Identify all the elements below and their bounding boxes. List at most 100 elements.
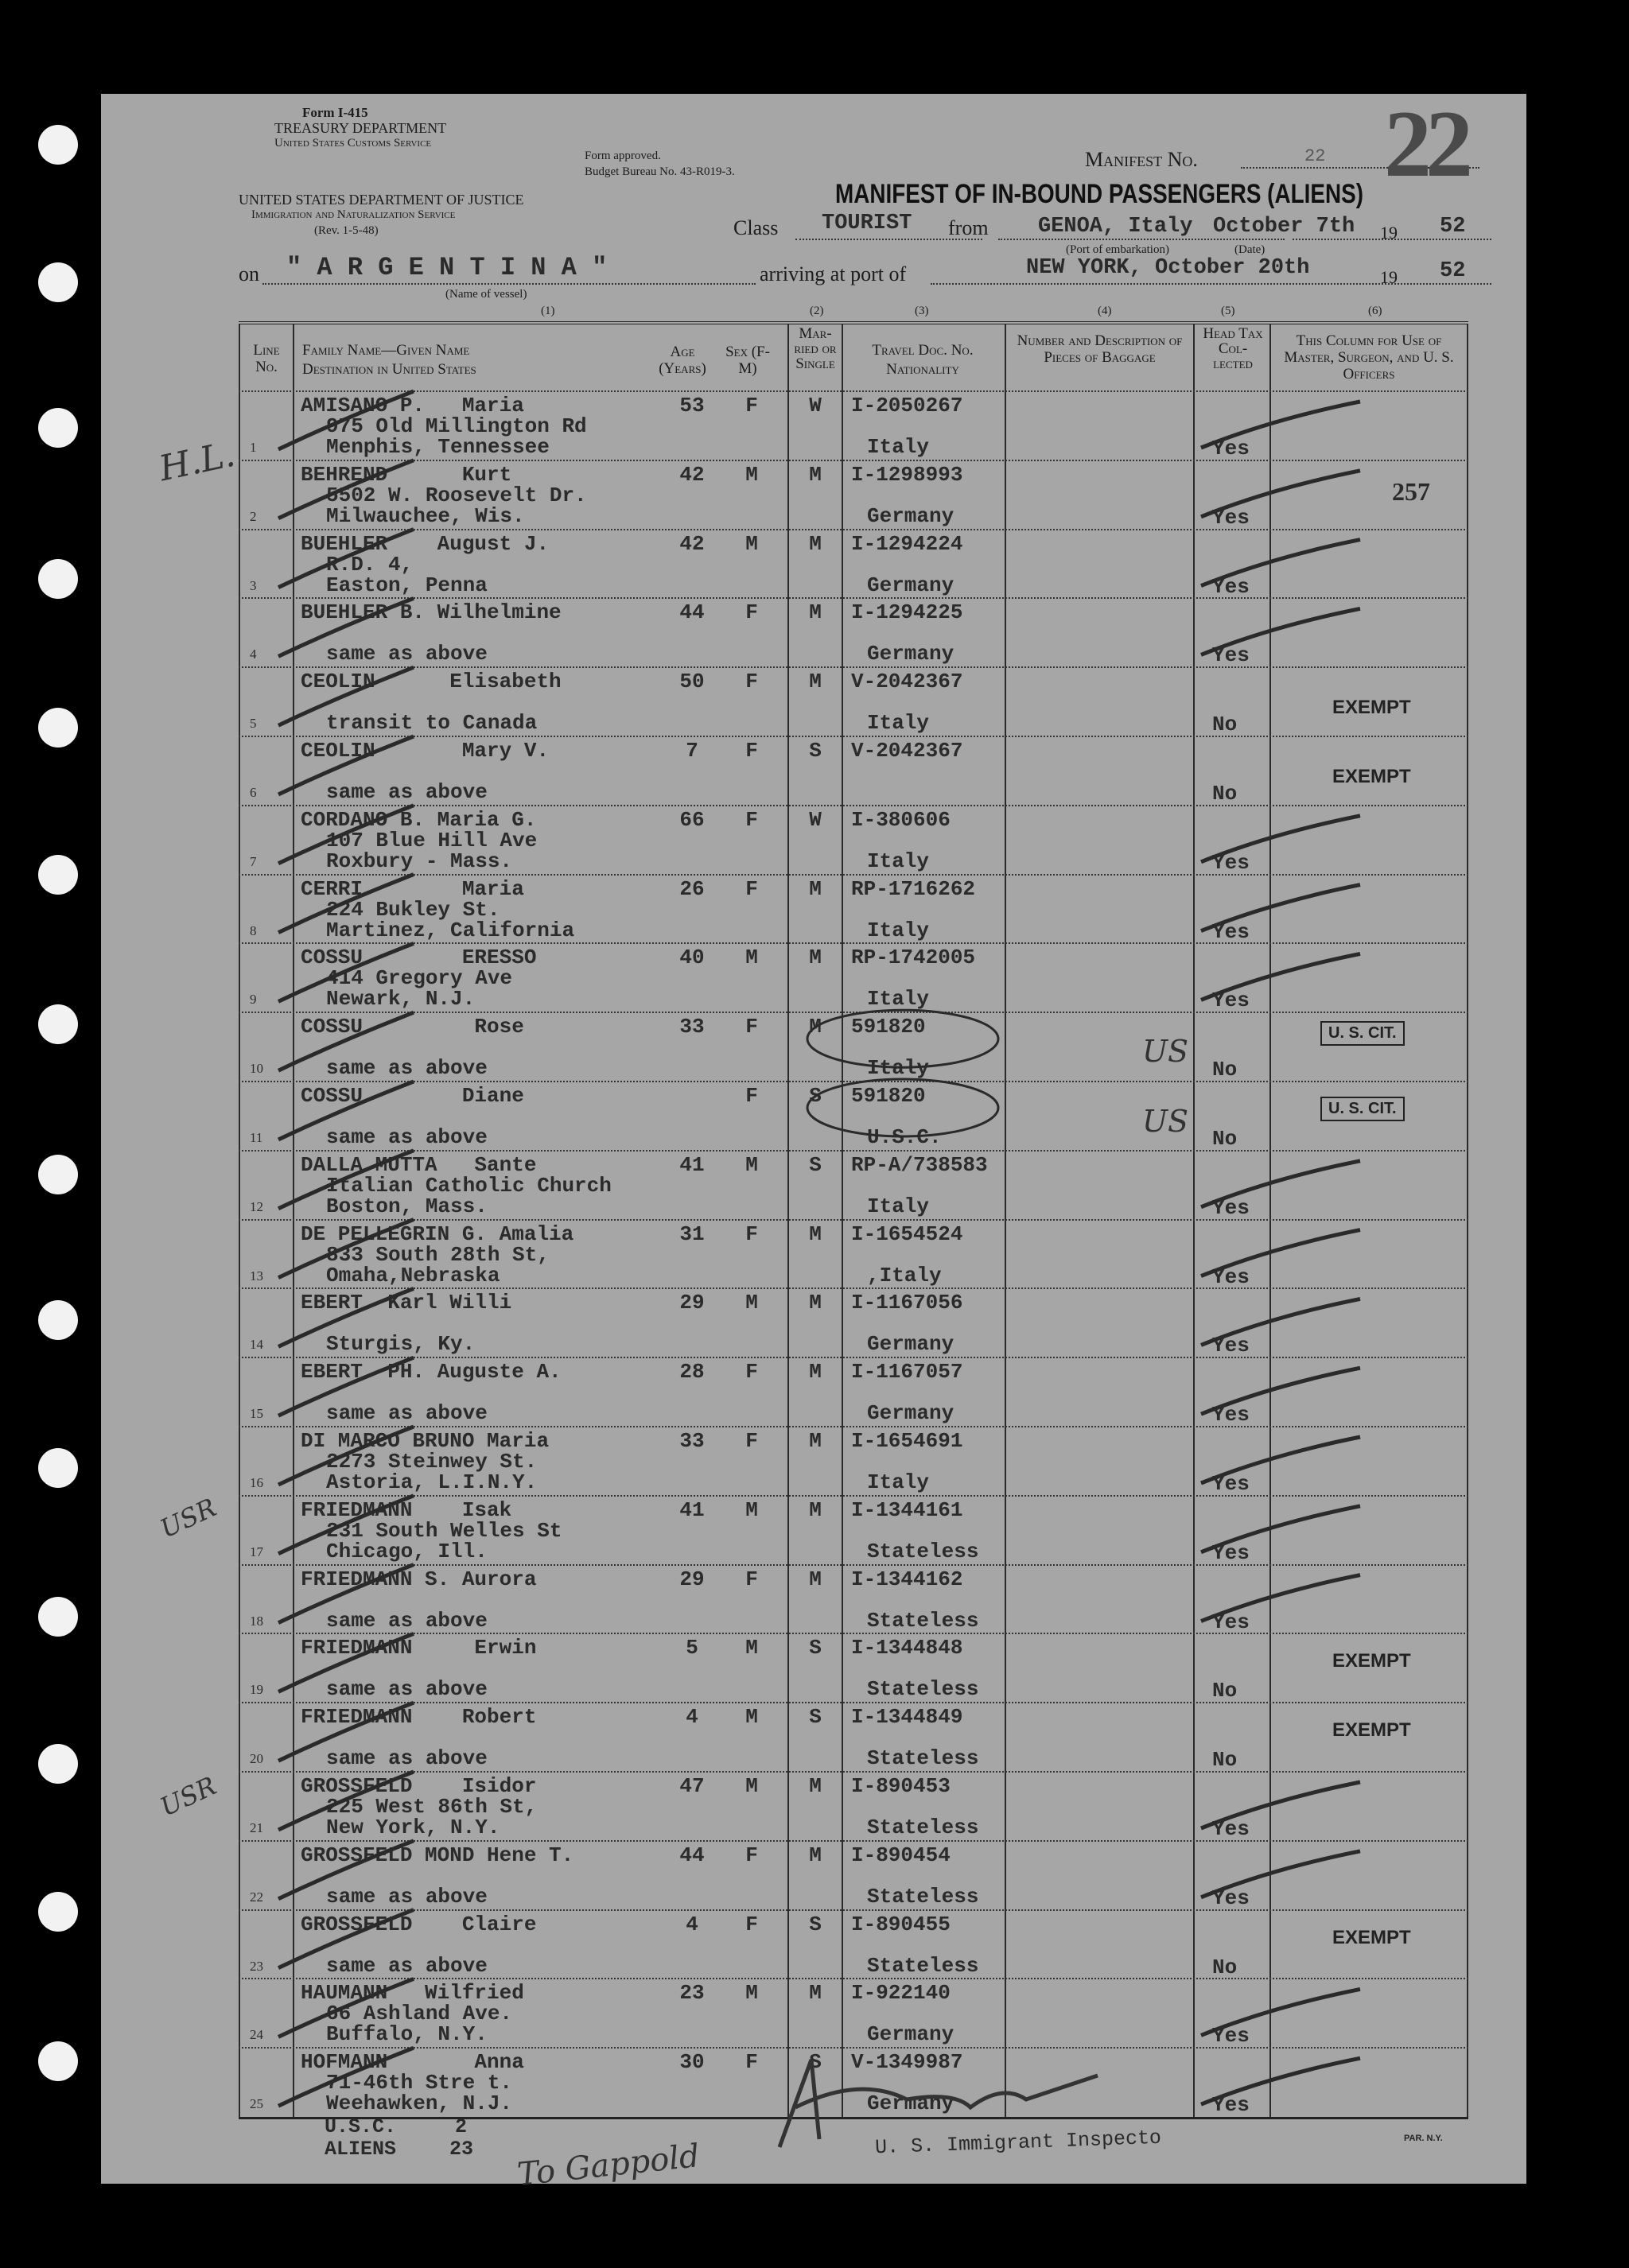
punch-hole [38, 1597, 78, 1637]
vessel-line [262, 283, 756, 285]
travel-document-number: I-1344161 [851, 1497, 963, 1522]
line-number: 2 [250, 508, 257, 524]
marital-status: M [809, 1981, 822, 2006]
sex: M [745, 531, 758, 556]
check-stroke [1200, 1365, 1361, 1416]
age: 41 [679, 1152, 705, 1177]
destination-city: Sturgis, Ky. [326, 1332, 476, 1357]
travel-document-number: I-1344848 [851, 1636, 963, 1660]
travel-document-number: I-1167056 [851, 1291, 963, 1315]
passenger-name: CORDANO B. Maria G. [301, 807, 537, 832]
passenger-row: 5 CEOLIN Elisabeth transit to Canada 50 F M V-… [239, 666, 1468, 737]
age: 7 [686, 739, 698, 763]
destination-address: 71-46th Stre t. [326, 2071, 513, 2095]
head-tax-collected: No [1212, 782, 1238, 806]
age: 44 [679, 1843, 705, 1867]
age: 53 [679, 394, 705, 417]
marital-status: S [809, 1152, 822, 1177]
check-stroke [277, 872, 414, 934]
travel-document-number: I-1167057 [851, 1360, 963, 1384]
destination-address: 224 Bukley St. [326, 897, 500, 922]
sex: F [745, 807, 758, 832]
age: 41 [679, 1497, 705, 1522]
destination-city: Chicago, Ill. [326, 1539, 488, 1563]
line-number: 20 [250, 1751, 263, 1767]
punch-hole [38, 1892, 78, 1932]
marital-status: M [809, 1429, 822, 1453]
nationality: Italy [867, 1194, 930, 1218]
marital-status: M [809, 670, 822, 694]
line-number: 8 [250, 922, 257, 938]
destination-city: same as above [326, 1608, 488, 1633]
marital-status: S [809, 1636, 822, 1660]
age: 29 [679, 1291, 705, 1315]
line-number: 9 [250, 992, 257, 1008]
destination-city: same as above [326, 1746, 488, 1771]
customs-service: United States Customs Service [274, 137, 432, 150]
marital-status: M [809, 600, 822, 625]
passenger-row: 7 CORDANO B. Maria G. 107 Blue Hill Ave Rox… [239, 804, 1468, 876]
marital-status: M [809, 1291, 822, 1315]
check-stroke [1200, 814, 1361, 864]
line-number: 14 [250, 1337, 263, 1353]
travel-document-number: I-890453 [851, 1774, 951, 1798]
marital-status: M [809, 946, 822, 970]
check-stroke [1200, 1504, 1361, 1555]
nationality: Stateless [867, 1816, 979, 1839]
check-stroke [1200, 1986, 1361, 2037]
travel-document-number: I-890455 [851, 1912, 951, 1936]
travel-document-number: I-1654524 [851, 1221, 963, 1246]
travel-document-number: RP-A/738583 [851, 1152, 988, 1177]
check-stroke [277, 1079, 414, 1142]
destination-address: 414 Gregory Ave [326, 966, 513, 991]
header-travel-doc: Travel Doc. No. [872, 342, 974, 359]
header-married: Mar-ried or Single [794, 325, 837, 372]
check-stroke [277, 1769, 414, 1832]
nationality: Stateless [867, 1746, 979, 1771]
sex: F [745, 600, 758, 625]
check-stroke [277, 1839, 414, 1901]
check-stroke [277, 1493, 414, 1556]
passenger-name: FRIEDMANN S. Aurora [301, 1567, 537, 1591]
check-stroke [277, 1424, 414, 1487]
age: 4 [686, 1912, 698, 1936]
line-number: 1 [250, 440, 257, 455]
marital-status: S [809, 739, 822, 763]
passenger-row: 16 DI MARCO BRUNO Maria 2273 Steinwey St. A… [239, 1426, 1468, 1497]
nationality: Stateless [867, 1884, 979, 1909]
check-stroke [277, 1355, 414, 1418]
age: 33 [679, 1429, 705, 1453]
sex: M [745, 1152, 758, 1177]
destination-city: Buffalo, N.Y. [326, 2022, 488, 2047]
travel-document-number: RP-1742005 [851, 946, 976, 970]
marital-status: M [809, 1843, 822, 1867]
nationality: Stateless [867, 1677, 979, 1702]
nationality: Italy [867, 1470, 930, 1494]
form-approved: Form approved. [585, 150, 661, 162]
class-line [795, 239, 982, 240]
column-number: (1) [541, 305, 555, 317]
nationality: Italy [867, 435, 930, 459]
passenger-name: DALLA MUTTA Sante [301, 1152, 537, 1177]
punch-hole [38, 262, 78, 302]
manifest-stamp-number: 22 [1384, 91, 1473, 196]
head-tax-collected: No [1212, 1679, 1238, 1703]
check-stroke [277, 1700, 414, 1763]
circled-document-mark [806, 1008, 1000, 1069]
destination-city: same as above [326, 780, 488, 804]
sex: F [745, 2050, 758, 2075]
passenger-row: 17 FRIEDMANN Isak 231 South Welles St Chica… [239, 1494, 1468, 1566]
age: 23 [679, 1981, 705, 2006]
age: 44 [679, 600, 705, 625]
nationality: Stateless [867, 1953, 979, 1978]
check-stroke [277, 1148, 414, 1211]
travel-document-number: RP-1716262 [851, 876, 976, 901]
check-stroke [1200, 1780, 1361, 1831]
passenger-name: COSSU Diane [301, 1084, 524, 1108]
nationality: Germany [867, 573, 954, 597]
arrival-year: 52 [1440, 259, 1466, 283]
us-citizen-stamp: U. S. CIT. [1320, 1097, 1405, 1121]
nationality: Italy [867, 711, 930, 736]
age: 50 [679, 670, 705, 694]
destination-address: 107 Blue Hill Ave [326, 828, 538, 852]
